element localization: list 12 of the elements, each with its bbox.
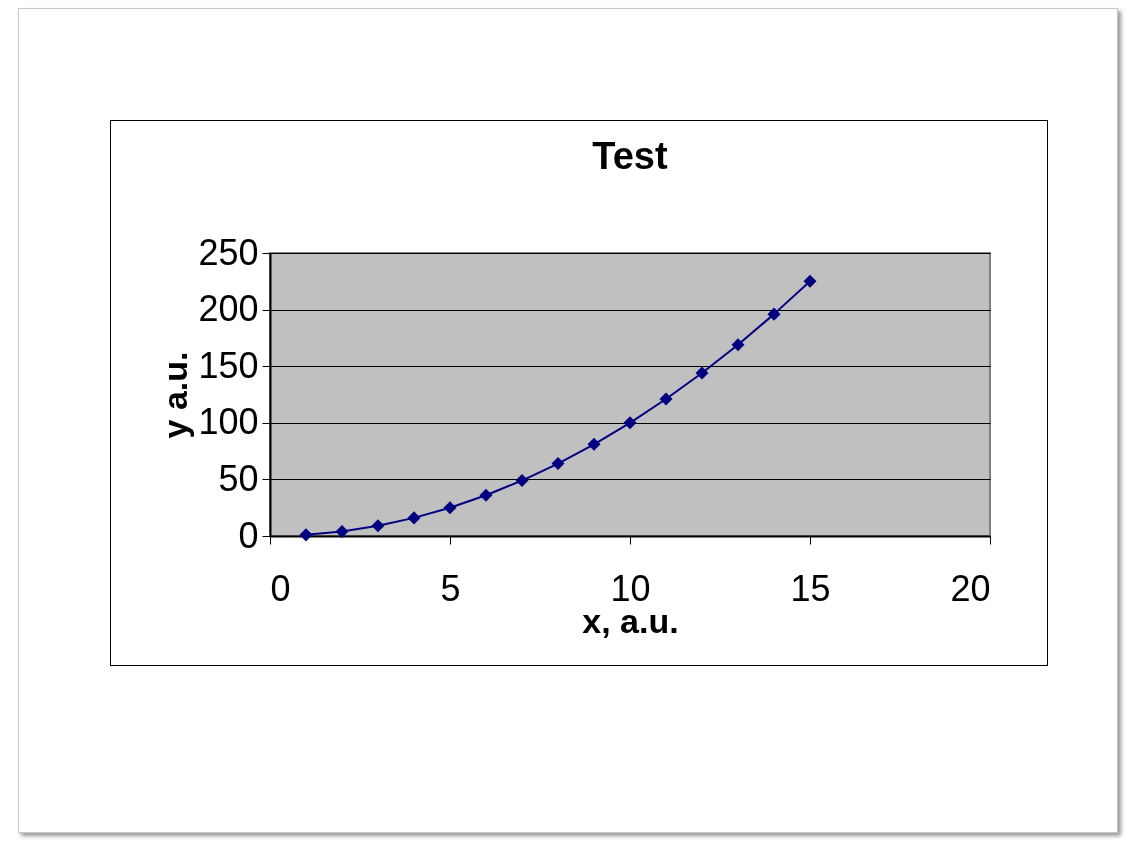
y-tick-label: 250 [198, 231, 259, 273]
chart-title: Test [592, 135, 668, 177]
y-tick-label: 200 [198, 288, 259, 330]
y-tick-label: 50 [218, 457, 259, 499]
y-tick-label: 100 [198, 401, 259, 443]
y-axis-title: y a.u. [156, 351, 195, 439]
x-tick-label: 0 [270, 567, 291, 609]
x-tick-label: 5 [440, 567, 461, 609]
x-tick-label: 15 [790, 567, 831, 609]
y-tick-label: 0 [238, 514, 259, 556]
x-tick-label: 20 [950, 567, 991, 609]
y-tick-label: 150 [198, 344, 259, 386]
